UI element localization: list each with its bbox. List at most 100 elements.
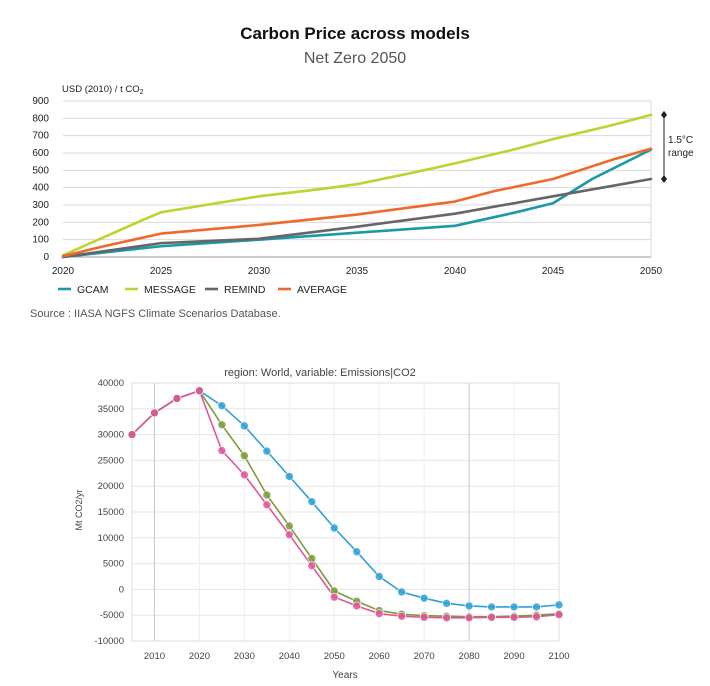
x-tick-label: 2020	[52, 266, 75, 277]
series-1-point	[397, 587, 406, 597]
series-3-point	[554, 610, 564, 619]
series-1-point	[442, 599, 451, 608]
series-1-point	[217, 401, 227, 411]
series-1-point	[329, 523, 339, 533]
x-tick-label: 2050	[324, 651, 345, 662]
series-line-average	[61, 147, 653, 258]
chart-title: Carbon Price across models	[240, 24, 470, 43]
series-3-point	[195, 386, 204, 396]
y-tick-label: -5000	[100, 610, 124, 621]
series-3-point	[127, 430, 137, 439]
y-tick-label: 35000	[98, 404, 124, 415]
y-tick-label: 100	[32, 235, 49, 246]
y-tick-label: 40000	[98, 378, 124, 389]
series-1-point	[240, 421, 249, 431]
x-tick-label: 2025	[150, 266, 173, 277]
series-1-point	[374, 572, 384, 581]
series-line-3	[131, 389, 560, 619]
series-3-point	[442, 613, 451, 623]
y-tick-label: 900	[32, 96, 49, 107]
series-1-point	[509, 602, 519, 612]
series-1-point	[262, 446, 272, 456]
y-tick-label: 20000	[98, 481, 124, 492]
series-1-point	[285, 472, 294, 481]
range-bracket-bottom	[661, 175, 667, 183]
chart-subtitle: Net Zero 2050	[303, 50, 407, 67]
y-tick-label: 25000	[98, 455, 124, 466]
series-line-2	[131, 389, 560, 618]
x-tick-label: 2045	[542, 266, 565, 277]
legend-label-message: MESSAGE	[144, 284, 196, 296]
series-3-point	[532, 612, 541, 622]
series-3-point	[352, 601, 362, 611]
series-3-point	[397, 611, 406, 621]
x-tick-label: 2040	[444, 266, 467, 277]
series-line-1	[131, 389, 560, 608]
series-3-point	[240, 470, 249, 480]
y-tick-label: 400	[32, 183, 49, 194]
y-tick-label: 30000	[98, 430, 124, 441]
legend-label-average: AVERAGE	[297, 284, 347, 296]
series-3-point	[464, 613, 474, 623]
series-3-point	[329, 592, 339, 602]
series-3-point	[509, 612, 519, 622]
y-tick-label: 300	[32, 200, 49, 211]
range-label-line1: 1.5°C	[668, 135, 693, 146]
x-tick-label: 2035	[346, 266, 369, 277]
series-3-point	[419, 612, 429, 622]
carbon-price-chart: 0 100 200 300 400 500 600 700 800 900 2020 2025 203…	[32, 84, 694, 296]
series-1-point	[532, 602, 541, 612]
series-1-point	[464, 601, 474, 611]
y-tick-label: 700	[32, 131, 49, 142]
x-tick-label: 2030	[234, 651, 255, 662]
series-3-point	[487, 612, 496, 622]
y-tick-label: 10000	[98, 533, 124, 544]
series-2-point	[307, 554, 317, 563]
y-tick-label: 500	[32, 165, 49, 176]
y-tick-label: 0	[119, 584, 124, 595]
y-tick-label: -10000	[94, 636, 124, 647]
y-tick-label: 15000	[98, 507, 124, 518]
y-tick-label: 800	[32, 113, 49, 124]
range-label-line2: range	[668, 148, 694, 159]
series-1-point	[419, 593, 429, 603]
series-line-remind	[61, 177, 653, 259]
y-tick-label: 0	[43, 252, 49, 263]
x-tick-label: 2030	[248, 266, 271, 277]
y-axis-label: USD (2010) / t CO2	[62, 84, 144, 96]
x-axis-label: Years	[332, 670, 357, 680]
x-tick-label: 2040	[279, 651, 300, 662]
series-3-point	[262, 500, 272, 510]
plot-frame	[131, 382, 560, 642]
series-3-point	[217, 446, 227, 455]
y-tick-label: 200	[32, 217, 49, 228]
range-bracket-top	[661, 110, 667, 119]
legend-label-remind: REMIND	[224, 284, 266, 296]
series-1-point	[487, 602, 496, 612]
x-tick-label: 2100	[548, 651, 569, 662]
series-3-point	[172, 394, 182, 403]
x-tick-label: 2050	[640, 266, 663, 277]
series-3-point	[374, 609, 384, 618]
x-tick-label: 2020	[189, 651, 210, 662]
source-note: Source : IIASA NGFS Climate Scenarios Da…	[30, 308, 281, 320]
y-tick-label: 600	[32, 148, 49, 159]
series-2-point	[285, 521, 294, 531]
series-2-point	[240, 451, 249, 461]
legend-label-gcam: GCAM	[77, 284, 109, 296]
x-tick-label: 2090	[503, 651, 524, 662]
series-1-point	[307, 497, 317, 506]
x-tick-label: 2010	[144, 651, 165, 662]
series-1-point	[554, 600, 564, 610]
chart2-title: region: World, variable: Emissions|CO2	[224, 367, 416, 379]
series-3-point	[307, 561, 317, 570]
series-line-message	[61, 113, 653, 257]
series-3-point	[285, 530, 294, 540]
x-tick-label: 2070	[414, 651, 435, 662]
series-line-gcam	[61, 148, 653, 259]
y-axis-label: Mt CO2/yr	[74, 489, 84, 530]
x-tick-label: 2080	[459, 651, 480, 662]
series-1-point	[352, 547, 362, 557]
emissions-chart: region: World, variable: Emissions|CO2 -…	[74, 367, 570, 680]
y-tick-label: 5000	[103, 559, 124, 570]
